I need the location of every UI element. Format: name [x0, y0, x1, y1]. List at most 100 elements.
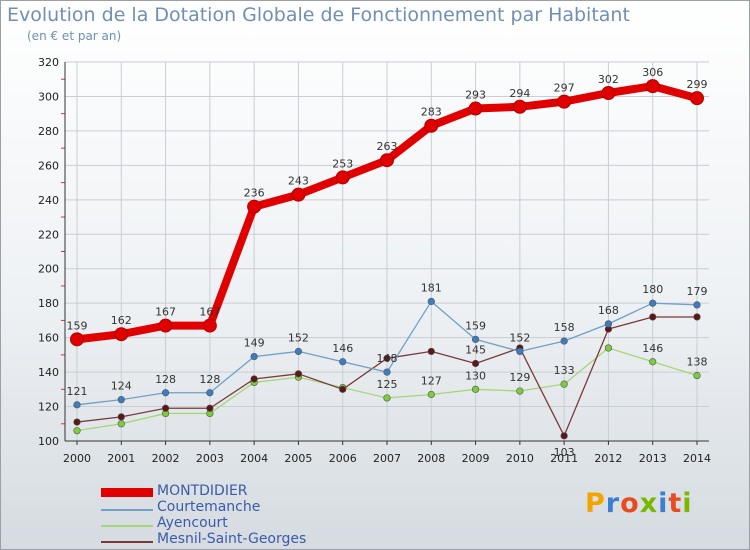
data-point — [207, 389, 214, 396]
logo-letter: i — [658, 488, 668, 519]
data-point — [558, 95, 571, 108]
data-point — [74, 402, 81, 409]
data-label: 159 — [67, 319, 88, 332]
data-point — [381, 154, 394, 167]
data-label: 159 — [465, 319, 486, 332]
y-tick-label: 160 — [38, 332, 59, 345]
data-point — [649, 314, 656, 321]
x-tick-label: 2004 — [240, 452, 268, 465]
x-tick-label: 2001 — [107, 452, 135, 465]
x-tick-label: 2002 — [152, 452, 180, 465]
data-label: 152 — [509, 331, 530, 344]
data-point — [118, 420, 125, 427]
data-point — [605, 345, 612, 352]
data-label: 129 — [509, 371, 530, 384]
data-label: 146 — [642, 342, 663, 355]
x-tick-label: 2013 — [639, 452, 667, 465]
data-label: 283 — [421, 106, 442, 119]
data-point — [561, 381, 568, 388]
data-label: 162 — [111, 314, 132, 327]
data-point — [694, 314, 701, 321]
proxiti-logo: Proxiti — [585, 488, 693, 519]
data-label: 149 — [244, 337, 265, 350]
data-point — [339, 358, 346, 365]
y-tick-label: 240 — [38, 194, 59, 207]
data-label: 263 — [377, 140, 398, 153]
data-label: 180 — [642, 283, 663, 296]
axes: 100 120 140 160 180 200 220 240 260 280 300 320 2000… — [38, 56, 711, 465]
data-label: 124 — [111, 380, 132, 393]
data-point — [384, 369, 391, 376]
data-point — [517, 348, 524, 355]
data-point — [248, 200, 261, 213]
legend-swatch-ayencourt — [101, 525, 153, 527]
data-point — [118, 396, 125, 403]
data-point — [118, 414, 125, 421]
data-label: 130 — [465, 369, 486, 382]
logo-letter: i — [682, 488, 692, 519]
x-tick-label: 2010 — [506, 452, 534, 465]
data-label: 243 — [288, 175, 309, 188]
data-label: 306 — [642, 66, 663, 79]
data-label: 152 — [288, 331, 309, 344]
x-tick-label: 2007 — [373, 452, 401, 465]
y-tick-label: 120 — [38, 401, 59, 414]
y-tick-label: 100 — [38, 435, 59, 448]
data-label: 179 — [687, 285, 708, 298]
data-label: 236 — [244, 187, 265, 200]
data-point — [339, 386, 346, 393]
data-point — [159, 319, 172, 332]
data-label: 127 — [421, 374, 442, 387]
data-point — [336, 171, 349, 184]
data-label: 146 — [332, 342, 353, 355]
data-point — [472, 360, 479, 367]
data-point — [425, 119, 438, 132]
data-point — [649, 358, 656, 365]
x-tick-label: 2012 — [594, 452, 622, 465]
data-label: 294 — [509, 87, 530, 100]
data-label: 145 — [465, 343, 486, 356]
data-label: 293 — [465, 89, 486, 102]
data-point — [694, 372, 701, 379]
legend-label-courtemanche: Courtemanche — [157, 499, 260, 515]
data-label: 167 — [155, 306, 176, 319]
x-tick-label: 2000 — [63, 452, 91, 465]
legend-label-ayencourt: Ayencourt — [157, 515, 228, 531]
data-point — [472, 386, 479, 393]
y-tick-label: 200 — [38, 263, 59, 276]
data-label: 158 — [554, 321, 575, 334]
data-point — [428, 348, 435, 355]
logo-letter: x — [640, 488, 658, 519]
data-point — [428, 298, 435, 305]
data-point — [513, 100, 526, 113]
y-tick-label: 300 — [38, 90, 59, 103]
y-tick-label: 220 — [38, 228, 59, 241]
data-label: 125 — [377, 378, 398, 391]
data-point — [428, 391, 435, 398]
data-point — [646, 80, 659, 93]
data-label: 181 — [421, 281, 442, 294]
data-point — [162, 405, 169, 412]
data-point — [694, 302, 701, 309]
legend-swatch-montdidier — [101, 488, 153, 497]
data-label: 299 — [687, 78, 708, 91]
data-label: 302 — [598, 73, 619, 86]
data-label: 168 — [598, 304, 619, 317]
data-label: 167 — [199, 306, 220, 319]
data-label: 148 — [377, 352, 398, 365]
y-tick-label: 140 — [38, 366, 59, 379]
data-point — [203, 319, 216, 332]
data-point — [517, 388, 524, 395]
logo-letter: o — [620, 488, 640, 519]
data-point — [162, 389, 169, 396]
x-tick-label: 2005 — [284, 452, 312, 465]
legend-label-mesnil-saint-georges: Mesnil-Saint-Georges — [157, 531, 306, 547]
x-tick-label: 2014 — [683, 452, 711, 465]
data-point — [561, 433, 568, 440]
logo-letter: P — [585, 488, 606, 519]
y-tick-label: 280 — [38, 125, 59, 138]
data-point — [649, 300, 656, 307]
data-point — [207, 405, 214, 412]
line-chart: 1001201401601802002202402602803003202000… — [1, 1, 749, 549]
data-label: 253 — [332, 157, 353, 170]
